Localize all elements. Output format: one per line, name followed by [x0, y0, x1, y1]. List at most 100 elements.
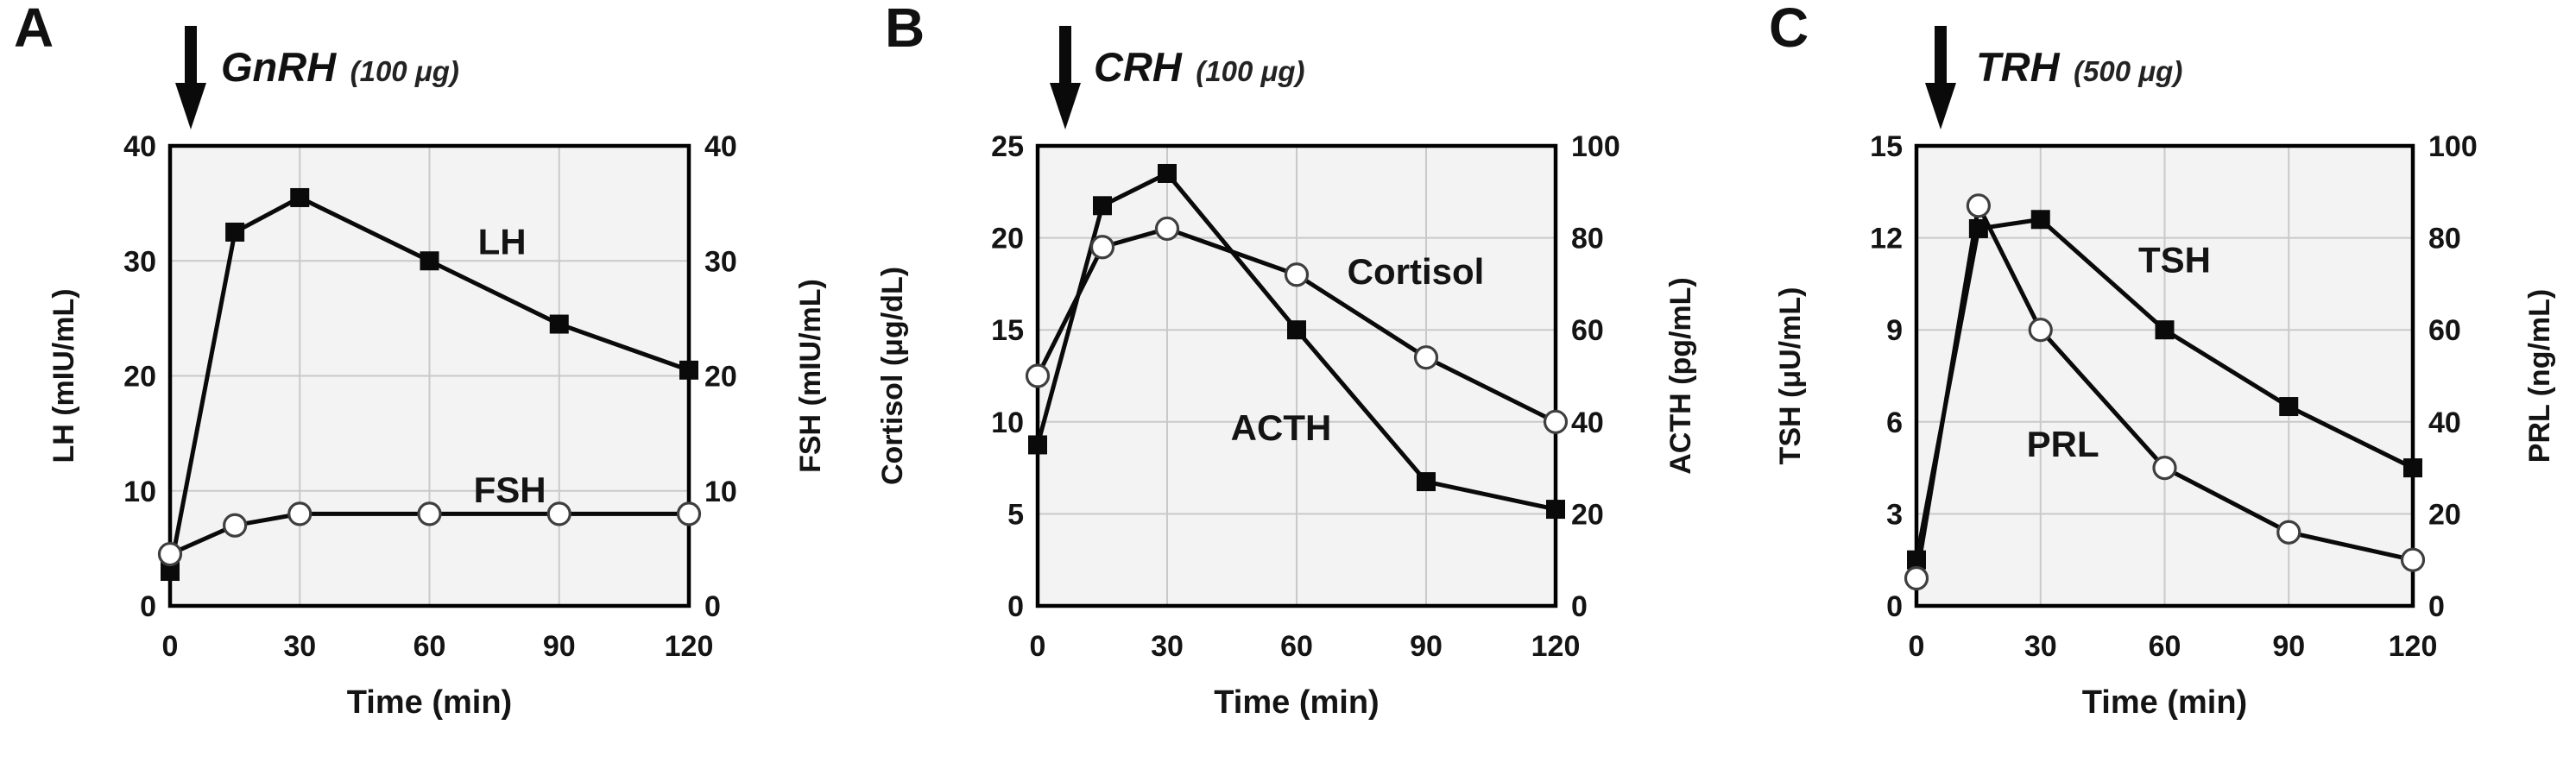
marker-open-circle: [223, 513, 248, 538]
x-axis-tick-label: 120: [1531, 630, 1581, 663]
left-axis-tick-label: 9: [1886, 314, 1903, 347]
left-axis-tick-label: 10: [991, 407, 1024, 439]
marker-open-circle: [546, 501, 571, 526]
right-axis-title: ACTH (pg/mL): [1664, 277, 1697, 475]
panel-b: B CRH (100 μg) 0 5 10 15 20 25 0 20 40 60 80 100 0 30…: [859, 0, 1714, 769]
left-axis-title: TSH (μU/mL): [1774, 287, 1807, 465]
chart-trh: 0 3 6 9 12 15 0 20 40 60 80 100 0 30 60 90 120 TSH (μU/mL…: [1774, 130, 2556, 721]
stimulus-name: TRH: [1976, 44, 2060, 90]
marker-open-circle: [1089, 235, 1115, 260]
right-axis-tick-label: 60: [1571, 314, 1604, 347]
series-label-prl: PRL: [2027, 424, 2099, 464]
chart-crh: 0 5 10 15 20 25 0 20 40 60 80 100 0 30 60 90 120 Cortisol…: [876, 130, 1697, 721]
series-line-tsh: [1914, 217, 2415, 561]
marker-open-circle: [2152, 455, 2177, 481]
right-axis-tick-label: 20: [1571, 498, 1604, 531]
marker-filled-square: [1546, 500, 1565, 520]
marker-open-circle: [1413, 345, 1439, 370]
series-label-tsh: TSH: [2138, 240, 2211, 280]
x-axis-tick-label: 120: [665, 630, 714, 663]
right-axis-tick-label: 20: [704, 361, 737, 394]
left-axis-tick-label: 15: [991, 314, 1024, 347]
left-axis-tick-label: 15: [1870, 130, 1903, 163]
right-axis-tick-label: 20: [2428, 498, 2461, 531]
right-axis-tick-label: 30: [704, 245, 737, 278]
x-axis-tick-label: 90: [2272, 630, 2305, 663]
x-axis-tick-label: 30: [2024, 630, 2057, 663]
marker-filled-square: [2030, 210, 2050, 230]
marker-open-circle: [417, 501, 442, 526]
marker-open-circle: [1543, 409, 1569, 434]
series-label-fsh: FSH: [474, 470, 546, 510]
marker-filled-square: [2279, 397, 2299, 417]
x-axis-title: Time (min): [2082, 684, 2247, 721]
right-axis-tick-label: 100: [2428, 130, 2478, 163]
marker-filled-square: [1968, 218, 1988, 238]
left-axis-title: Cortisol (μg/dL): [876, 267, 909, 485]
marker-open-circle: [2276, 520, 2301, 545]
x-axis-tick-label: 0: [1909, 630, 1925, 663]
series-line-prl: [1914, 199, 2414, 579]
plot-border: [1914, 143, 2415, 608]
down-arrow-icon: [1925, 26, 1956, 129]
right-axis-tick-label: 0: [2428, 590, 2445, 623]
marker-filled-square: [420, 251, 439, 271]
marker-open-circle: [287, 501, 313, 526]
marker-filled-square: [1417, 472, 1436, 492]
x-axis-tick-label: 90: [543, 630, 576, 663]
left-axis-tick-label: 10: [123, 476, 156, 508]
stimulus-name: GnRH: [221, 44, 337, 90]
down-arrow-icon: [1050, 26, 1081, 129]
marker-filled-square: [1907, 550, 1926, 570]
marker-filled-square: [1028, 435, 1047, 455]
x-axis-tick-label: 0: [1030, 630, 1046, 663]
x-axis-tick-label: 30: [1151, 630, 1184, 663]
right-axis-tick-label: 60: [2428, 314, 2461, 347]
left-axis-tick-label: 3: [1886, 498, 1903, 531]
marker-open-circle: [1025, 363, 1051, 388]
marker-open-circle: [1284, 262, 1310, 287]
left-axis-tick-label: 25: [991, 130, 1024, 163]
panel-c: C TRH (500 μg) 0 3 6 9 12 15 0 20 40 60 80 100 0 30 60…: [1714, 0, 2576, 769]
marker-open-circle: [1154, 216, 1180, 242]
marker-filled-square: [2155, 320, 2175, 340]
marker-open-circle: [2400, 547, 2426, 572]
marker-filled-square: [290, 187, 310, 207]
marker-open-circle: [1904, 565, 1929, 591]
right-axis-tick-label: 40: [704, 130, 737, 163]
stimulus-dose: (500 μg): [2074, 55, 2183, 87]
left-axis-tick-label: 30: [123, 245, 156, 278]
series-label-lh: LH: [478, 221, 527, 262]
left-axis-tick-label: 20: [991, 223, 1024, 255]
marker-filled-square: [1093, 196, 1112, 216]
right-axis-title: FSH (mIU/mL): [794, 279, 827, 473]
injection-arrow: [1050, 26, 1081, 129]
chart-gnrh: 0 10 20 30 40 0 10 20 30 40 0 30 60 90 120 LH (mIU/mL) F…: [47, 130, 827, 721]
stimulus-dose: (100 μg): [350, 55, 459, 87]
panel-letter: B: [885, 0, 925, 59]
right-axis-tick-label: 40: [2428, 407, 2461, 439]
x-axis-title: Time (min): [1214, 684, 1379, 721]
left-axis-title: LH (mIU/mL): [47, 288, 80, 463]
series-label-cortisol: Cortisol: [1348, 251, 1485, 292]
marker-filled-square: [549, 314, 569, 334]
right-axis-tick-label: 0: [1571, 590, 1588, 623]
marker-filled-square: [2403, 458, 2422, 478]
left-axis-tick-label: 20: [123, 361, 156, 394]
left-axis-tick-label: 0: [1886, 590, 1903, 623]
left-axis-tick-label: 12: [1870, 223, 1903, 255]
panel-title: GnRH (100 μg): [221, 45, 459, 90]
series-label-acth: ACTH: [1231, 407, 1332, 448]
marker-open-circle: [2028, 318, 2053, 343]
marker-filled-square: [1158, 163, 1177, 183]
left-axis-tick-label: 0: [140, 590, 156, 623]
panel-a: A GnRH (100 μg) 0 10 20 30 40 0 10 20 30 40 0 30 60 9…: [0, 0, 859, 769]
left-axis-tick-label: 0: [1007, 590, 1024, 623]
x-axis-tick-label: 60: [1280, 630, 1313, 663]
injection-arrow: [175, 26, 206, 129]
panel-letter: C: [1769, 0, 1809, 59]
stimulus-dose: (100 μg): [1196, 55, 1305, 87]
right-axis-tick-label: 10: [704, 476, 737, 508]
right-axis-tick-label: 0: [704, 590, 721, 623]
